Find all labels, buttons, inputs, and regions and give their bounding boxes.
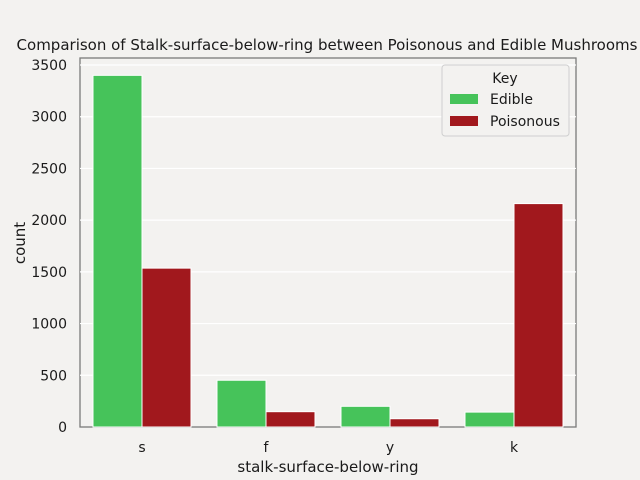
y-tick-label: 1000 — [31, 317, 67, 333]
y-tick-label: 3500 — [31, 58, 67, 74]
legend-swatch-edible — [450, 94, 478, 104]
bar-edible-f — [216, 379, 267, 428]
legend-label-poisonous: Poisonous — [490, 114, 560, 130]
bar-poisonous-s — [141, 267, 192, 428]
x-tick-label: f — [264, 440, 270, 456]
legend-swatch-poisonous — [450, 116, 478, 126]
legend-title: Key — [492, 71, 517, 87]
bar-poisonous-f — [265, 411, 316, 428]
y-tick-label: 2000 — [31, 213, 67, 229]
x-tick-label: k — [510, 440, 519, 456]
bar-edible-k — [464, 411, 515, 428]
y-tick-labels: 0 500 1000 1500 2000 2500 3000 3500 — [31, 58, 67, 436]
y-tick-label: 2500 — [31, 161, 67, 177]
bars — [92, 74, 564, 428]
legend: Key Edible Poisonous — [441, 64, 570, 137]
bar-edible-s — [92, 74, 143, 428]
bar-poisonous-y — [389, 418, 440, 428]
chart-title: Comparison of Stalk-surface-below-ring b… — [17, 36, 638, 54]
y-axis-label: count — [11, 222, 29, 264]
y-tick-label: 500 — [40, 368, 67, 384]
x-tick-label: s — [138, 440, 145, 456]
y-tick-label: 1500 — [31, 265, 67, 281]
x-axis-label: stalk-surface-below-ring — [237, 458, 418, 476]
bar-poisonous-k — [513, 203, 564, 428]
legend-label-edible: Edible — [490, 92, 533, 108]
y-tick-label: 0 — [58, 420, 67, 436]
bar-edible-y — [340, 405, 391, 428]
y-tick-label: 3000 — [31, 110, 67, 126]
x-tick-label: y — [386, 440, 394, 456]
